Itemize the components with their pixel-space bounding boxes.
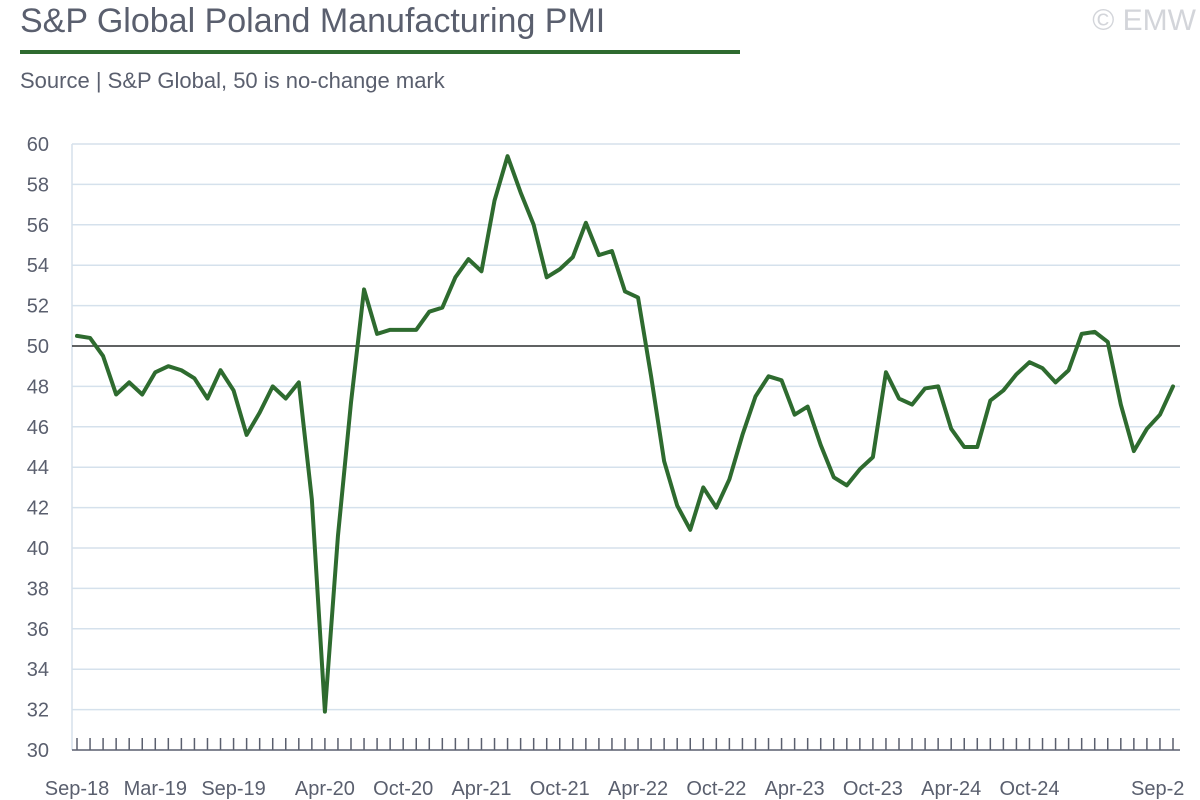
- x-tick-label-Oct-21: Oct-21: [530, 778, 590, 800]
- y-tick-label-48: 48: [27, 376, 49, 398]
- x-tick-label-Apr-23: Apr-23: [765, 778, 825, 800]
- x-axis: Sep-18 Mar-19 Sep-19 Apr-20 Oct-20 Apr-21 Oct-…: [45, 738, 1184, 800]
- y-tick-label-38: 38: [27, 578, 49, 600]
- y-tick-label-58: 58: [27, 174, 49, 196]
- y-tick-label-52: 52: [27, 296, 49, 318]
- chart-title: S&P Global Poland Manufacturing PMI: [20, 2, 606, 40]
- x-tick-label-Apr-21: Apr-21: [451, 778, 511, 800]
- y-tick-label-42: 42: [27, 498, 49, 520]
- y-axis-ticks: 30 32 34 36 38 40 42 44 46 48 50 52 54 56 58 60: [27, 134, 49, 762]
- x-tick-label-Oct-23: Oct-23: [843, 778, 903, 800]
- x-tick-label-Oct-24: Oct-24: [999, 778, 1059, 800]
- x-tick-label-Sep-18: Sep-18: [45, 778, 110, 800]
- x-tick-label-Oct-20: Oct-20: [373, 778, 433, 800]
- pmi-series-line: [75, 154, 1175, 714]
- y-tick-label-46: 46: [27, 417, 49, 439]
- x-tick-label-Sep-19: Sep-19: [201, 778, 266, 800]
- x-tick-label-Apr-22: Apr-22: [608, 778, 668, 800]
- chart-subtitle: Source | S&P Global, 50 is no-change mar…: [20, 68, 445, 93]
- x-tick-label-Apr-20: Apr-20: [295, 778, 355, 800]
- y-tick-label-36: 36: [27, 619, 49, 641]
- copyright-watermark: © EMW: [1092, 4, 1196, 37]
- y-tick-label-44: 44: [27, 457, 49, 479]
- x-tick-label-Oct-22: Oct-22: [686, 778, 746, 800]
- y-tick-label-50: 50: [27, 336, 49, 358]
- x-tick-label-Mar-19: Mar-19: [124, 778, 187, 800]
- x-tick-label-Apr-24: Apr-24: [921, 778, 981, 800]
- title-underline: [20, 50, 740, 54]
- y-tick-label-60: 60: [27, 134, 49, 156]
- x-tick-label-Sep-2: Sep-2: [1131, 778, 1184, 800]
- y-tick-label-32: 32: [27, 700, 49, 722]
- y-tick-label-54: 54: [27, 255, 49, 277]
- y-tick-label-34: 34: [27, 659, 49, 681]
- y-tick-label-56: 56: [27, 215, 49, 237]
- grid-lines: [71, 143, 1180, 750]
- y-tick-label-40: 40: [27, 538, 49, 560]
- y-tick-label-30: 30: [27, 740, 49, 762]
